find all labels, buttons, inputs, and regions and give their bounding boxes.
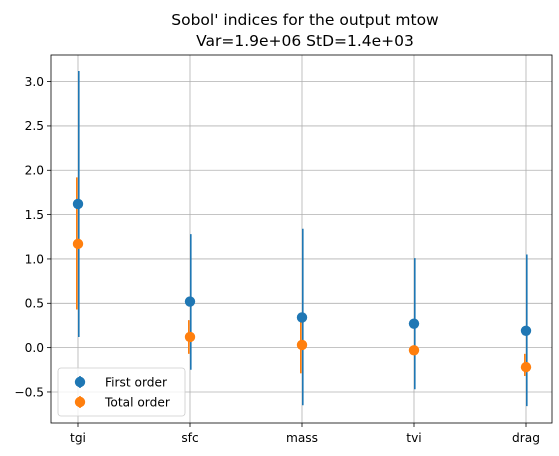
plot-marks: [72, 70, 532, 407]
legend-marker: [74, 396, 86, 408]
y-tick-label: 1.5: [25, 208, 44, 222]
y-tick-label: −0.5: [14, 385, 44, 399]
legend-label: First order: [105, 375, 168, 389]
first-order-point: [72, 198, 84, 210]
legend-marker: [74, 376, 86, 388]
x-tick-label: sfc: [181, 431, 198, 445]
y-tick-label: 3.0: [25, 75, 44, 89]
x-tick-label: tgi: [70, 431, 86, 445]
total-order-point: [72, 238, 84, 250]
total-order-point: [296, 339, 308, 351]
total-order-point: [184, 331, 196, 343]
y-axis: −0.5 0.0 0.5 1.0 1.5 2.0 2.5 3.0: [14, 75, 51, 399]
y-tick-label: 0.0: [25, 341, 44, 355]
x-tick-label: drag: [512, 431, 540, 445]
x-axis: tgi sfc mass tvi drag: [70, 423, 540, 445]
first-order-point: [296, 312, 308, 323]
y-tick-label: 0.5: [25, 297, 44, 311]
legend: First order Total order: [57, 367, 186, 417]
y-tick-label: 1.0: [25, 252, 44, 266]
first-order-point: [184, 296, 196, 307]
first-order-point: [408, 318, 420, 329]
total-order-point: [520, 361, 532, 373]
chart-title: Sobol' indices for the output mtow: [171, 11, 439, 29]
x-tick-label: tvi: [406, 431, 421, 445]
first-order-point: [520, 325, 532, 336]
x-tick-label: mass: [286, 431, 318, 445]
chart-subtitle: Var=1.9e+06 StD=1.4e+03: [196, 32, 414, 50]
plot-frame: [50, 54, 553, 424]
y-tick-label: 2.0: [25, 164, 44, 178]
legend-box: [57, 367, 186, 417]
total-order-point: [408, 345, 420, 356]
y-tick-label: 2.5: [25, 119, 44, 133]
legend-label: Total order: [104, 395, 171, 409]
